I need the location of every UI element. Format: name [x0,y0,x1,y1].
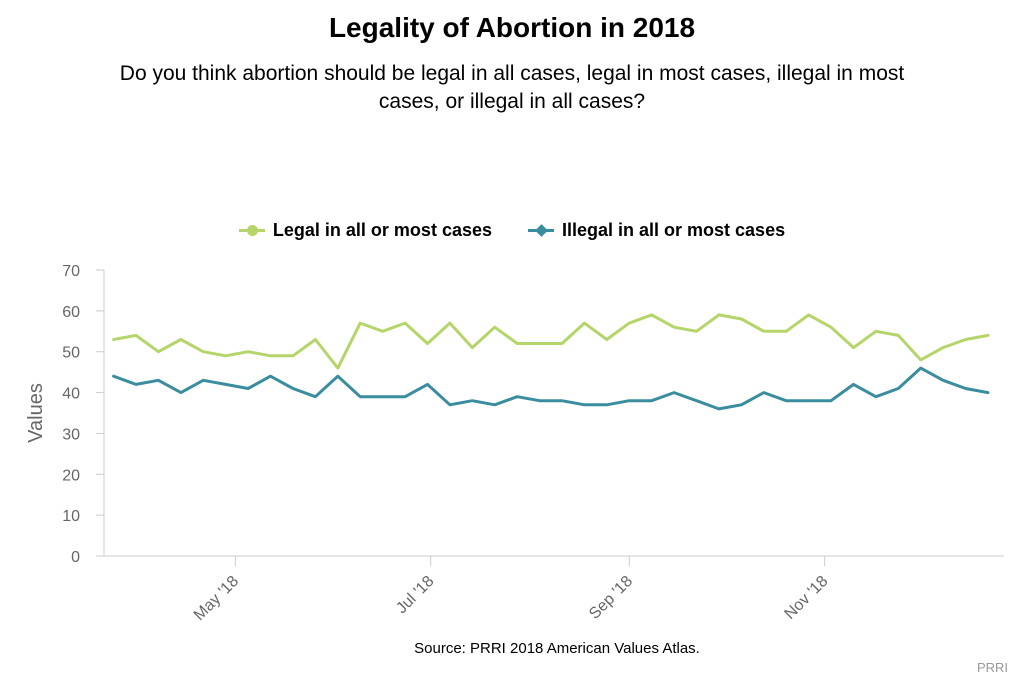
legend-item-legal[interactable]: Legal in all or most cases [238,220,492,241]
chart-legend: Legal in all or most cases Illegal in al… [0,220,1024,241]
y-tick-label: 70 [62,263,80,280]
source-note: Source: PRRI 2018 American Values Atlas. [414,640,700,657]
y-tick-label: 60 [62,304,80,321]
y-tick-label: 20 [62,467,80,484]
y-tick-label: 0 [71,549,80,566]
legend-swatch-legal [238,225,265,236]
legend-label-legal: Legal in all or most cases [272,220,492,240]
y-axis-title: Values [25,383,47,443]
x-tick-label: Nov '18 [781,573,831,623]
y-tick-label: 40 [62,386,80,403]
legend-item-illegal[interactable]: Illegal in all or most cases [528,220,785,241]
x-tick-label: Sep '18 [586,573,636,623]
series-line-legal [112,313,990,370]
x-tick-label: May '18 [191,573,242,624]
legend-swatch-illegal [528,224,554,237]
credit-label: PRRI [976,660,1008,675]
y-tick-label: 50 [62,345,80,362]
x-tick-label: Jul '18 [393,573,437,617]
y-tick-label: 10 [62,508,80,525]
legend-label-illegal: Illegal in all or most cases [562,220,786,240]
chart-subtitle: Do you think abortion should be legal in… [119,62,905,113]
chart-title: Legality of Abortion in 2018 [328,12,696,43]
series-line-illegal [112,366,990,411]
y-tick-label: 30 [62,426,80,443]
